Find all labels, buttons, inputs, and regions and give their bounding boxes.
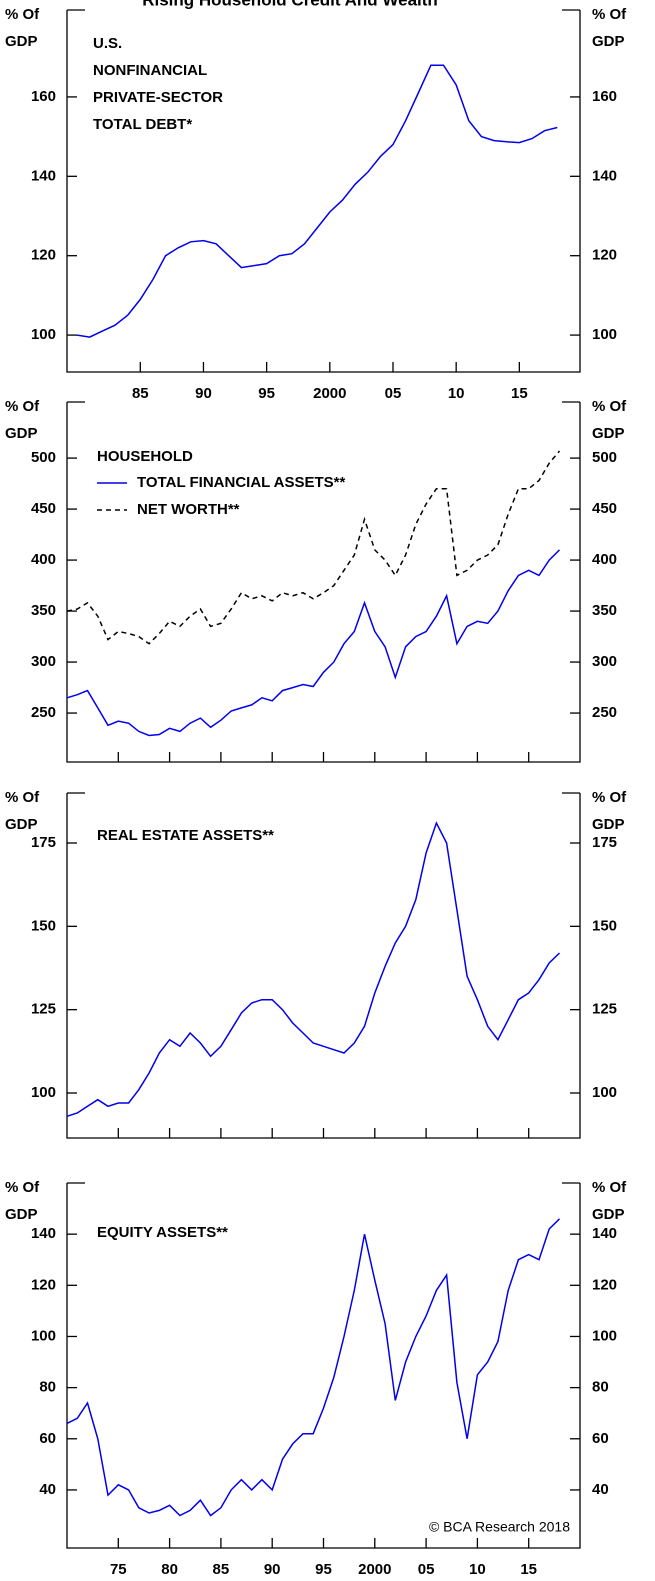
data-line <box>66 549 561 737</box>
axis-frame <box>66 793 581 1139</box>
y2-tick-label: 60 <box>592 1430 609 1447</box>
y2-axis-label: GDP <box>592 1206 625 1223</box>
data-line <box>66 821 561 1118</box>
y2-tick-label: 140 <box>592 167 617 184</box>
x-tick-label: 95 <box>258 385 275 402</box>
y-tick-label: 100 <box>31 1327 56 1344</box>
x-tick-label: 15 <box>511 385 528 402</box>
x-tick-label: 05 <box>418 1561 435 1578</box>
y2-tick-label: 120 <box>592 247 617 264</box>
y2-tick-label: 120 <box>592 1276 617 1293</box>
legend-label: NET WORTH** <box>137 501 240 518</box>
y-tick-label: 500 <box>31 449 56 466</box>
panel-label: NONFINANCIAL <box>93 62 207 79</box>
y-tick-label: 140 <box>31 167 56 184</box>
y-tick-label: 120 <box>31 1276 56 1293</box>
panel-label: TOTAL DEBT* <box>93 116 192 133</box>
y-axis-label: % Of <box>5 398 40 415</box>
y2-tick-label: 250 <box>592 704 617 721</box>
x-tick-label: 90 <box>264 1561 281 1578</box>
y2-axis-label: % Of <box>592 398 627 415</box>
y2-tick-label: 160 <box>592 88 617 105</box>
y2-tick-label: 100 <box>592 1084 617 1101</box>
y2-tick-label: 100 <box>592 326 617 343</box>
x-tick-label: 80 <box>161 1561 178 1578</box>
data-line <box>66 1218 561 1517</box>
y-axis-label: % Of <box>5 789 40 806</box>
y-tick-label: 140 <box>31 1225 56 1242</box>
y-axis-label: GDP <box>5 33 38 50</box>
y-axis-label: GDP <box>5 816 38 833</box>
y2-tick-label: 400 <box>592 551 617 568</box>
axis-frame <box>66 10 581 373</box>
panel-label: REAL ESTATE ASSETS** <box>97 827 274 844</box>
y-tick-label: 40 <box>39 1481 56 1498</box>
data-line <box>76 64 558 338</box>
x-tick-label: 2000 <box>313 385 346 402</box>
x-tick-label: 15 <box>520 1561 537 1578</box>
panel-label: PRIVATE-SECTOR <box>93 89 223 106</box>
data-line <box>66 450 561 645</box>
y-tick-label: 400 <box>31 551 56 568</box>
legend-label: TOTAL FINANCIAL ASSETS** <box>137 474 346 491</box>
y2-axis-label: % Of <box>592 1179 627 1196</box>
y2-axis-label: GDP <box>592 33 625 50</box>
y-tick-label: 150 <box>31 917 56 934</box>
y2-tick-label: 40 <box>592 1481 609 1498</box>
panel-label: HOUSEHOLD <box>97 448 193 465</box>
y-axis-label: GDP <box>5 425 38 442</box>
y2-tick-label: 350 <box>592 602 617 619</box>
y2-tick-label: 500 <box>592 449 617 466</box>
y-tick-label: 250 <box>31 704 56 721</box>
x-tick-label: 90 <box>195 385 212 402</box>
y2-axis-label: % Of <box>592 6 627 23</box>
y-tick-label: 300 <box>31 653 56 670</box>
y2-axis-label: GDP <box>592 425 625 442</box>
y-tick-label: 100 <box>31 1084 56 1101</box>
y2-axis-label: GDP <box>592 816 625 833</box>
source: © BCA Research 2018 <box>429 1519 570 1535</box>
x-tick-label: 2000 <box>358 1561 391 1578</box>
x-tick-label: 85 <box>132 385 149 402</box>
x-tick-label: 85 <box>213 1561 230 1578</box>
y-axis-label: % Of <box>5 6 40 23</box>
y-axis-label: GDP <box>5 1206 38 1223</box>
x-tick-label: 05 <box>385 385 402 402</box>
y-axis-label: % Of <box>5 1179 40 1196</box>
y2-tick-label: 450 <box>592 500 617 517</box>
y2-axis-label: % Of <box>592 789 627 806</box>
chart-title: Rising Household Credit And Wealth <box>142 0 438 9</box>
y-tick-label: 80 <box>39 1379 56 1396</box>
y2-tick-label: 80 <box>592 1379 609 1396</box>
y2-tick-label: 125 <box>592 1001 617 1018</box>
x-tick-label: 75 <box>110 1561 127 1578</box>
y-tick-label: 120 <box>31 247 56 264</box>
y2-tick-label: 100 <box>592 1327 617 1344</box>
y-tick-label: 350 <box>31 602 56 619</box>
y-tick-label: 60 <box>39 1430 56 1447</box>
y2-tick-label: 150 <box>592 917 617 934</box>
y2-tick-label: 140 <box>592 1225 617 1242</box>
y-tick-label: 100 <box>31 326 56 343</box>
y-tick-label: 160 <box>31 88 56 105</box>
y2-tick-label: 175 <box>592 834 617 851</box>
y2-tick-label: 300 <box>592 653 617 670</box>
x-tick-label: 10 <box>448 385 465 402</box>
panel-label: U.S. <box>93 35 122 52</box>
y-tick-label: 125 <box>31 1001 56 1018</box>
panel-label: EQUITY ASSETS** <box>97 1224 228 1241</box>
y-tick-label: 450 <box>31 500 56 517</box>
x-tick-label: 10 <box>469 1561 486 1578</box>
y-tick-label: 175 <box>31 834 56 851</box>
x-tick-label: 95 <box>315 1561 332 1578</box>
